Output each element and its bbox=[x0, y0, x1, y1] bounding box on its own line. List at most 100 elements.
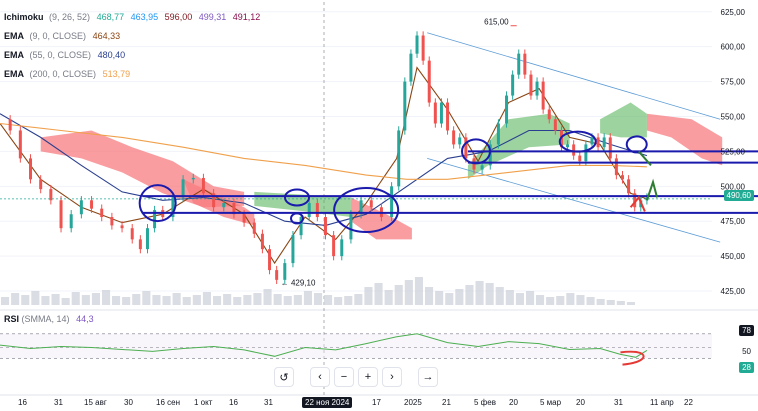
candle-body-4 bbox=[39, 179, 43, 190]
rsi-level-lower: 28 bbox=[739, 362, 754, 373]
green-stroke-mark bbox=[638, 150, 652, 167]
ichimoku-value-3: 596,00 bbox=[164, 12, 193, 22]
high-label: 615,00 bbox=[484, 17, 509, 26]
candle-body-19 bbox=[181, 179, 185, 198]
zoom-in-icon[interactable]: + bbox=[358, 367, 378, 387]
candle-body-14 bbox=[138, 239, 142, 250]
candle-body-62 bbox=[523, 53, 527, 75]
chart-toolbar: ↺ ‹ − + › → bbox=[274, 367, 438, 387]
candle-body-32 bbox=[299, 217, 303, 236]
volume-bar-4 bbox=[41, 296, 50, 305]
x-tick-label-5: 1 окт bbox=[194, 398, 213, 407]
rsi-line bbox=[0, 333, 648, 358]
ichimoku-value-2: 463,95 bbox=[130, 12, 159, 22]
volume-bar-25 bbox=[253, 293, 262, 305]
volume-bar-62 bbox=[626, 302, 635, 305]
volume-bar-42 bbox=[425, 287, 434, 305]
candle-body-66 bbox=[547, 109, 551, 120]
volume-bar-20 bbox=[202, 292, 211, 305]
volume-bar-35 bbox=[354, 294, 363, 305]
candle-body-23 bbox=[222, 203, 226, 208]
x-tick-label-6: 16 bbox=[229, 398, 238, 407]
ema9-legend[interactable]: EMA (9, 0, CLOSE) 464,33 bbox=[4, 31, 120, 41]
channel-lower bbox=[427, 158, 721, 243]
candle-body-40 bbox=[369, 200, 373, 208]
reset-icon[interactable]: ↺ bbox=[274, 367, 294, 387]
ema200-legend[interactable]: EMA (200, 0, CLOSE) 513,79 bbox=[4, 69, 130, 79]
ichimoku-legend[interactable]: Ichimoku (9, 26, 52) 468,77 463,95 596,0… bbox=[4, 12, 260, 22]
x-tick-label-3: 30 bbox=[124, 398, 133, 407]
candle-body-25 bbox=[242, 214, 246, 223]
candle-body-75 bbox=[602, 137, 606, 148]
candle-body-11 bbox=[110, 217, 114, 226]
volume-bar-46 bbox=[465, 285, 474, 305]
last-price-badge: 490,60 bbox=[723, 190, 754, 201]
ichimoku-value-1: 468,77 bbox=[96, 12, 125, 22]
scroll-left-icon[interactable]: ‹ bbox=[310, 367, 330, 387]
volume-bar-38 bbox=[384, 290, 393, 305]
candle-body-65 bbox=[541, 81, 545, 110]
cloud-green-2 bbox=[600, 102, 647, 138]
x-tick-label-16: 20 bbox=[576, 398, 585, 407]
ema55-legend[interactable]: EMA (55, 0, CLOSE) 480,40 bbox=[4, 50, 125, 60]
volume-bar-0 bbox=[1, 297, 10, 305]
rsi-value: 44,3 bbox=[76, 314, 94, 324]
candle-body-8 bbox=[79, 200, 83, 215]
zoom-out-icon[interactable]: − bbox=[334, 367, 354, 387]
volume-bar-49 bbox=[495, 287, 504, 305]
volume-bar-21 bbox=[213, 296, 222, 305]
go-to-realtime-icon[interactable]: → bbox=[418, 367, 438, 387]
ema200-params: (200, 0, CLOSE) bbox=[29, 69, 97, 79]
hand-circle-4 bbox=[461, 138, 492, 165]
series-lines bbox=[0, 66, 648, 265]
volume-bar-47 bbox=[475, 281, 484, 305]
candle-body-7 bbox=[69, 214, 73, 229]
rsi-legend[interactable]: RSI (SMMA, 14) 44,3 bbox=[4, 314, 94, 324]
candle-body-50 bbox=[439, 102, 443, 124]
volume-bar-6 bbox=[61, 298, 70, 305]
rsi-level-mid: 50 bbox=[742, 347, 751, 356]
volume-bar-48 bbox=[485, 283, 494, 305]
candle-body-15 bbox=[145, 228, 149, 250]
hand-circle-2 bbox=[290, 212, 305, 225]
volume-bar-52 bbox=[526, 291, 535, 305]
candle-body-64 bbox=[535, 81, 539, 96]
volume-bar-10 bbox=[102, 290, 111, 305]
volume-bar-3 bbox=[31, 291, 40, 305]
volume-bar-61 bbox=[616, 301, 625, 305]
crosshair-date-badge: 22 ноя 2024 bbox=[302, 397, 353, 408]
volume-bar-54 bbox=[546, 297, 555, 305]
candle-body-35 bbox=[323, 217, 327, 236]
candle-body-47 bbox=[421, 35, 425, 61]
volume-bar-33 bbox=[334, 297, 343, 305]
candle-body-10 bbox=[100, 208, 104, 218]
volume-bar-34 bbox=[344, 296, 353, 305]
y-tick-label-5: 500,00 bbox=[721, 182, 746, 191]
candle-body-46 bbox=[415, 35, 419, 54]
rsi-params: (SMMA, 14) bbox=[21, 314, 70, 324]
rsi-level-upper: 78 bbox=[739, 325, 754, 336]
candle-body-33 bbox=[307, 203, 311, 218]
candle-body-26 bbox=[252, 222, 256, 234]
channel-upper bbox=[427, 32, 721, 120]
x-tick-label-14: 20 bbox=[509, 398, 518, 407]
volume-bar-44 bbox=[445, 293, 454, 305]
ema55-params: (55, 0, CLOSE) bbox=[29, 50, 92, 60]
volume-bar-31 bbox=[314, 293, 323, 305]
volume-bar-39 bbox=[394, 285, 403, 305]
candle-body-2 bbox=[18, 130, 22, 159]
candle-body-22 bbox=[212, 193, 216, 208]
candle-body-16 bbox=[153, 210, 157, 229]
scroll-right-icon[interactable]: › bbox=[382, 367, 402, 387]
candle-body-72 bbox=[584, 144, 588, 162]
candle-body-69 bbox=[566, 144, 570, 148]
volume-bar-1 bbox=[11, 293, 20, 305]
volume-bar-57 bbox=[576, 295, 585, 305]
volume-bar-53 bbox=[536, 295, 545, 305]
volume-bar-18 bbox=[182, 297, 191, 305]
ichimoku-value-5: 491,12 bbox=[232, 12, 261, 22]
cloud-red-3 bbox=[646, 113, 723, 166]
candle-body-42 bbox=[390, 186, 394, 218]
hand-circle-1 bbox=[284, 188, 311, 207]
volume-bar-16 bbox=[162, 296, 171, 305]
